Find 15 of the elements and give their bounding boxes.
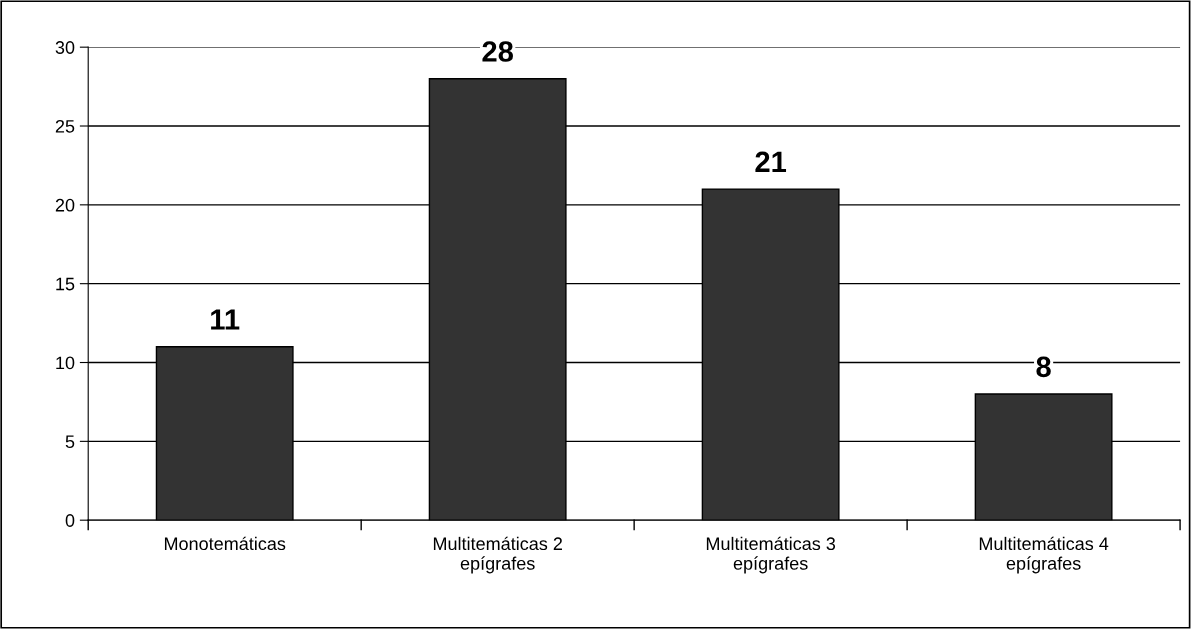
data-label: 8 (1036, 356, 1051, 378)
y-tick-label: 30 (55, 41, 75, 54)
x-tick-label: Monotemáticas (164, 536, 286, 551)
x-tick-label: Multitemáticas 4 epígrafes (979, 536, 1109, 574)
y-tick-label: 10 (56, 356, 75, 370)
y-tick-label: 0 (65, 514, 75, 527)
x-tick-label: Multitemáticas 3 epígrafes (706, 536, 836, 574)
y-tick-label: 20 (55, 198, 75, 212)
y-tick-label: 25 (55, 119, 75, 133)
data-label: 21 (755, 151, 787, 172)
data-label: 11 (211, 309, 240, 330)
y-tick-label: 15 (56, 277, 75, 291)
x-tick-label: Multitemáticas 2 epígrafes (433, 536, 562, 574)
y-tick-label: 5 (65, 435, 75, 449)
data-label: 28 (482, 41, 513, 62)
